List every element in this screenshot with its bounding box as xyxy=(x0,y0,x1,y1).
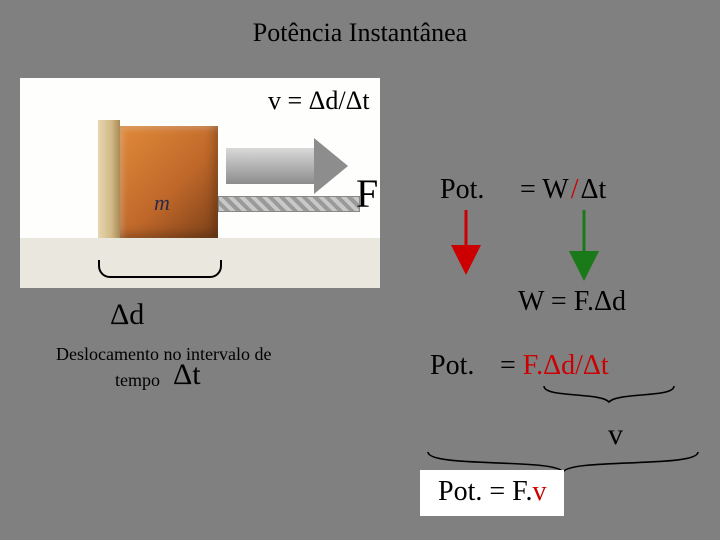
big-brace-path xyxy=(428,452,698,472)
final-equation-box: Pot. = F.v xyxy=(420,470,564,516)
final-red: v xyxy=(532,476,546,507)
final-pre: Pot. = F. xyxy=(438,476,532,507)
big-brace-icon xyxy=(0,0,720,540)
